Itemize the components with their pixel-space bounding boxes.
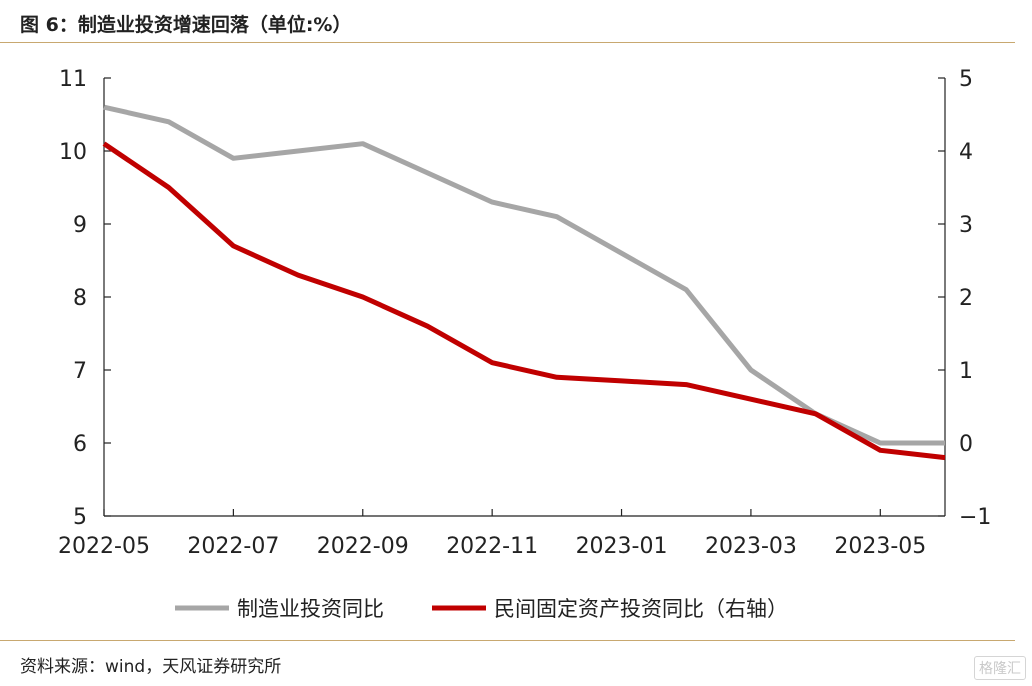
x-tick-label: 2023-05	[834, 534, 926, 559]
series-lines	[102, 104, 946, 461]
left-tick-label: 9	[73, 213, 87, 238]
source-note: 资料来源：wind，天风证券研究所	[20, 657, 282, 677]
right-tick-label: 1	[959, 359, 973, 384]
x-tick-label: 2022-11	[446, 534, 538, 559]
left-tick-label: 7	[73, 359, 87, 384]
legend-label-1: 制造业投资同比	[237, 597, 384, 621]
right-tick-label: 4	[959, 140, 973, 165]
right-tick-label: −1	[959, 505, 991, 530]
series-line-2	[102, 141, 946, 461]
line-chart: 5 6 7 8 9 10 11 −1 0 1 2 3 4 5 2022-05 2022-07 2022-09 20…	[58, 67, 991, 621]
x-tick-label: 2022-07	[187, 534, 279, 559]
legend: 制造业投资同比 民间固定资产投资同比（右轴）	[175, 597, 788, 621]
x-tick-label: 2023-03	[705, 534, 797, 559]
x-tick-label: 2023-01	[576, 534, 668, 559]
right-tick-label: 2	[959, 286, 973, 311]
bottom-rule	[0, 640, 1015, 641]
watermark-logo: 格隆汇	[974, 656, 1026, 680]
x-tick-label: 2022-05	[58, 534, 150, 559]
right-tick-label: 0	[959, 432, 973, 457]
x-tick-label: 2022-09	[317, 534, 409, 559]
right-tick-label: 3	[959, 213, 973, 238]
top-rule	[0, 42, 1015, 43]
left-tick-label: 6	[73, 432, 87, 457]
axes: 5 6 7 8 9 10 11 −1 0 1 2 3 4 5 2022-05 2022-07 2022-09 20…	[58, 67, 991, 559]
chart-title: 图 6：制造业投资增速回落（单位:%）	[20, 14, 352, 36]
right-tick-label: 5	[959, 67, 973, 92]
left-tick-label: 8	[73, 286, 87, 311]
left-tick-label: 10	[59, 140, 87, 165]
left-tick-label: 5	[73, 505, 87, 530]
series-line-1	[103, 104, 945, 446]
left-tick-label: 11	[59, 67, 87, 92]
legend-label-2: 民间固定资产投资同比（右轴）	[494, 597, 788, 621]
